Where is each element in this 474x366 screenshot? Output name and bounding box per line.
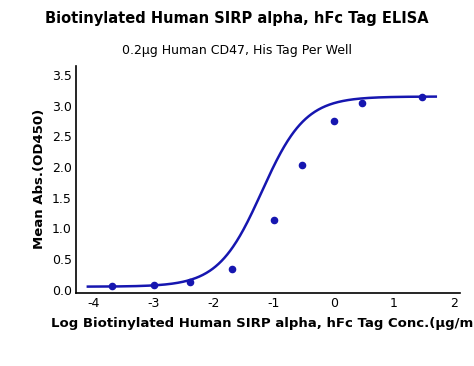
Point <box>419 94 426 100</box>
Point <box>108 283 116 289</box>
Point <box>299 162 306 168</box>
Text: Biotinylated Human SIRP alpha, hFc Tag ELISA: Biotinylated Human SIRP alpha, hFc Tag E… <box>45 11 429 26</box>
Point <box>150 283 158 288</box>
Point <box>359 100 366 106</box>
Point <box>228 266 236 272</box>
Point <box>330 118 337 124</box>
Text: 0.2μg Human CD47, His Tag Per Well: 0.2μg Human CD47, His Tag Per Well <box>122 44 352 57</box>
Y-axis label: Mean Abs.(OD450): Mean Abs.(OD450) <box>33 109 46 250</box>
Point <box>270 217 278 223</box>
Point <box>186 280 194 285</box>
X-axis label: Log Biotinylated Human SIRP alpha, hFc Tag Conc.(μg/ml): Log Biotinylated Human SIRP alpha, hFc T… <box>51 317 474 330</box>
